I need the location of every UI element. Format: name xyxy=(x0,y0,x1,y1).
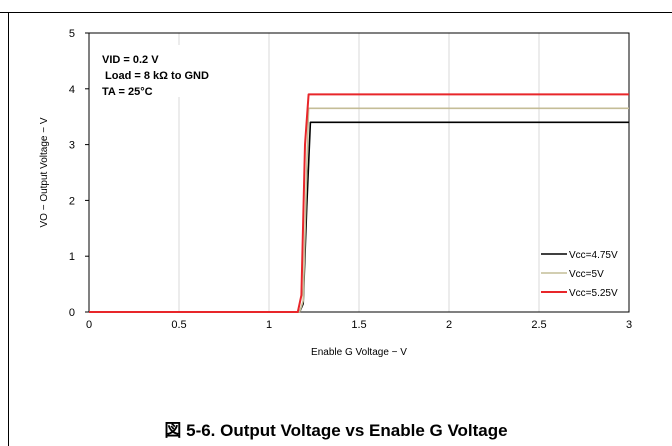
y-tick-label: 1 xyxy=(69,251,75,263)
x-tick-label: 2.5 xyxy=(531,319,546,331)
plot-area xyxy=(88,32,630,313)
figure-caption: 図 5-6. Output Voltage vs Enable G Voltag… xyxy=(164,421,508,440)
frame-top-border xyxy=(0,12,672,13)
annotation-text: VID = 0.2 V xyxy=(102,54,159,66)
y-axis-ticks: 0 1 2 3 4 5 xyxy=(69,28,89,319)
frame-left-border xyxy=(8,12,9,446)
x-tick-label: 2 xyxy=(446,319,452,331)
y-tick-label: 4 xyxy=(69,84,75,96)
x-tick-label: 0.5 xyxy=(171,319,186,331)
y-tick-label: 2 xyxy=(69,195,75,207)
annotation-text: Load = 8 kΩ to GND xyxy=(102,70,209,82)
x-tick-label: 1 xyxy=(266,319,272,331)
line-chart: 0 0.5 1 1.5 2 2.5 3 0 1 2 3 4 5 VID = 0.2 V Load = … xyxy=(39,28,632,358)
y-tick-label: 0 xyxy=(69,307,75,319)
y-tick-label: 3 xyxy=(69,140,75,152)
chart-legend: Vcc=4.75V Vcc=5V Vcc=5.25V xyxy=(541,250,618,299)
legend-label: Vcc=4.75V xyxy=(569,250,618,261)
x-axis-label: Enable G Voltage − V xyxy=(311,347,407,358)
x-tick-label: 3 xyxy=(626,319,632,331)
legend-label: Vcc=5.25V xyxy=(569,288,618,299)
x-tick-label: 1.5 xyxy=(351,319,366,331)
y-tick-label: 5 xyxy=(69,28,75,40)
x-axis-ticks: 0 0.5 1 1.5 2 2.5 3 xyxy=(86,319,632,331)
chart-annotations: VID = 0.2 V Load = 8 kΩ to GND TA = 25°C xyxy=(94,45,234,98)
y-axis-label: VO − Output Voltage − V xyxy=(39,117,50,227)
annotation-text: TA = 25°C xyxy=(102,86,153,98)
annotation-box xyxy=(94,45,234,97)
legend-label: Vcc=5V xyxy=(569,269,604,280)
x-tick-label: 0 xyxy=(86,319,92,331)
chart-series xyxy=(89,93,629,313)
series-line xyxy=(89,93,629,313)
